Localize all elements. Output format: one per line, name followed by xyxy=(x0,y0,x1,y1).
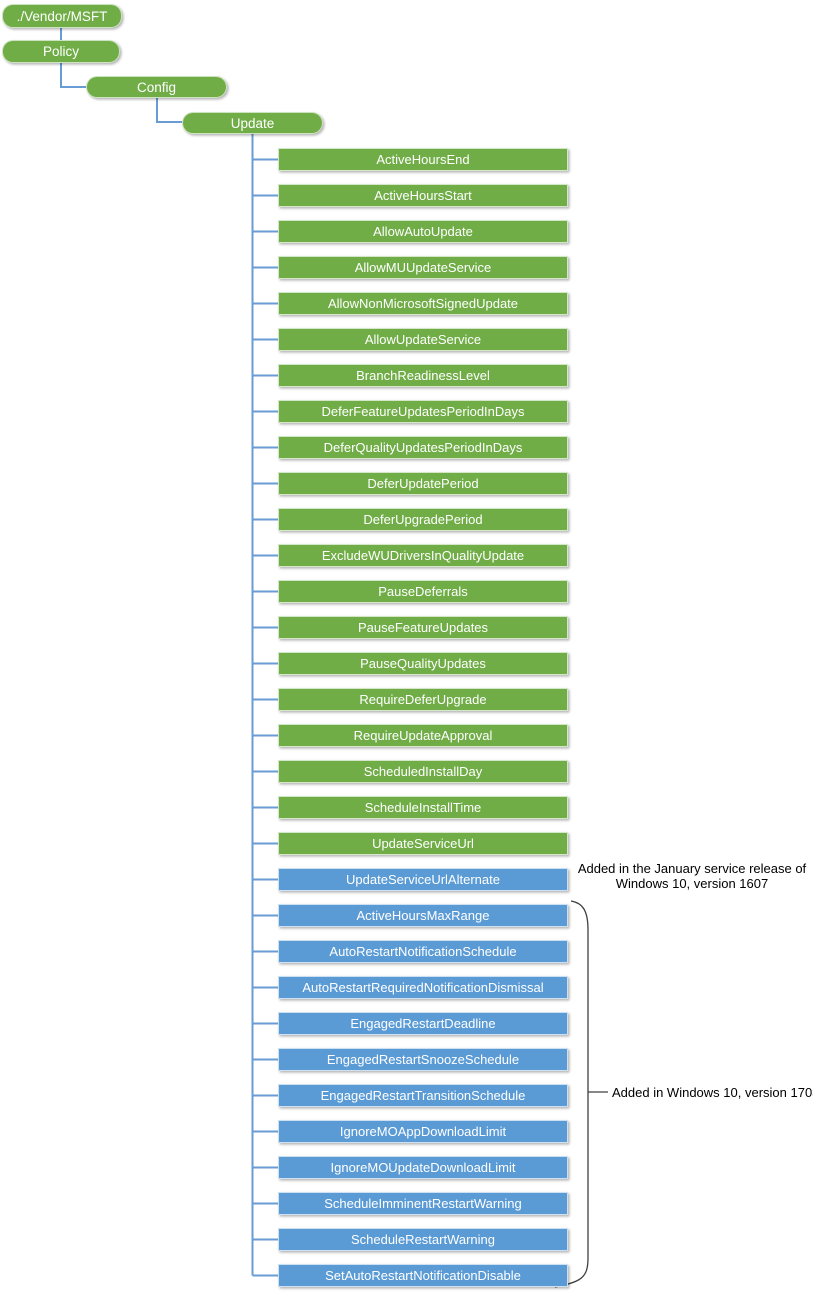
node-AutoRestartRequiredNotificationDismissal: AutoRestartRequiredNotificationDismissal xyxy=(278,976,568,999)
node-update: Update xyxy=(182,112,323,134)
node-AllowNonMicrosoftSignedUpdate: AllowNonMicrosoftSignedUpdate xyxy=(278,292,568,315)
node-IgnoreMOAppDownloadLimit: IgnoreMOAppDownloadLimit xyxy=(278,1120,568,1143)
root-node-vendor-msft: ./Vendor/MSFT xyxy=(2,4,122,28)
node-PauseDeferrals: PauseDeferrals xyxy=(278,580,568,603)
node-AllowMUUpdateService: AllowMUUpdateService xyxy=(278,256,568,279)
node-AutoRestartNotificationSchedule: AutoRestartNotificationSchedule xyxy=(278,940,568,963)
node-EngagedRestartDeadline: EngagedRestartDeadline xyxy=(278,1012,568,1035)
node-DeferFeatureUpdatesPeriodInDays: DeferFeatureUpdatesPeriodInDays xyxy=(278,400,568,423)
node-AllowUpdateService: AllowUpdateService xyxy=(278,328,568,351)
curly-brace-1703 xyxy=(554,900,589,1288)
node-RequireDeferUpgrade: RequireDeferUpgrade xyxy=(278,688,568,711)
node-DeferQualityUpdatesPeriodInDays: DeferQualityUpdatesPeriodInDays xyxy=(278,436,568,459)
node-AllowAutoUpdate: AllowAutoUpdate xyxy=(278,220,568,243)
annotation-1703: Added in Windows 10, version 1703 xyxy=(612,1085,813,1100)
node-BranchReadinessLevel: BranchReadinessLevel xyxy=(278,364,568,387)
annotation-1607: Added in the January service release of … xyxy=(577,861,807,891)
node-ActiveHoursStart: ActiveHoursStart xyxy=(278,184,568,207)
tree-connector-lines xyxy=(60,28,278,1277)
node-SetAutoRestartNotificationDisable: SetAutoRestartNotificationDisable xyxy=(278,1264,568,1287)
node-DeferUpgradePeriod: DeferUpgradePeriod xyxy=(278,508,568,531)
node-IgnoreMOUpdateDownloadLimit: IgnoreMOUpdateDownloadLimit xyxy=(278,1156,568,1179)
node-config: Config xyxy=(86,76,227,98)
node-UpdateServiceUrl: UpdateServiceUrl xyxy=(278,832,568,855)
node-ActiveHoursEnd: ActiveHoursEnd xyxy=(278,148,568,171)
node-ScheduleInstallTime: ScheduleInstallTime xyxy=(278,796,568,819)
node-UpdateServiceUrlAlternate: UpdateServiceUrlAlternate xyxy=(278,868,568,891)
node-ActiveHoursMaxRange: ActiveHoursMaxRange xyxy=(278,904,568,927)
node-ExcludeWUDriversInQualityUpdate: ExcludeWUDriversInQualityUpdate xyxy=(278,544,568,567)
node-PauseFeatureUpdates: PauseFeatureUpdates xyxy=(278,616,568,639)
node-policy: Policy xyxy=(2,40,120,63)
node-RequireUpdateApproval: RequireUpdateApproval xyxy=(278,724,568,747)
node-ScheduleImminentRestartWarning: ScheduleImminentRestartWarning xyxy=(278,1192,568,1215)
node-ScheduledInstallDay: ScheduledInstallDay xyxy=(278,760,568,783)
node-EngagedRestartSnoozeSchedule: EngagedRestartSnoozeSchedule xyxy=(278,1048,568,1071)
node-PauseQualityUpdates: PauseQualityUpdates xyxy=(278,652,568,675)
node-EngagedRestartTransitionSchedule: EngagedRestartTransitionSchedule xyxy=(278,1084,568,1107)
node-DeferUpdatePeriod: DeferUpdatePeriod xyxy=(278,472,568,495)
node-ScheduleRestartWarning: ScheduleRestartWarning xyxy=(278,1228,568,1251)
